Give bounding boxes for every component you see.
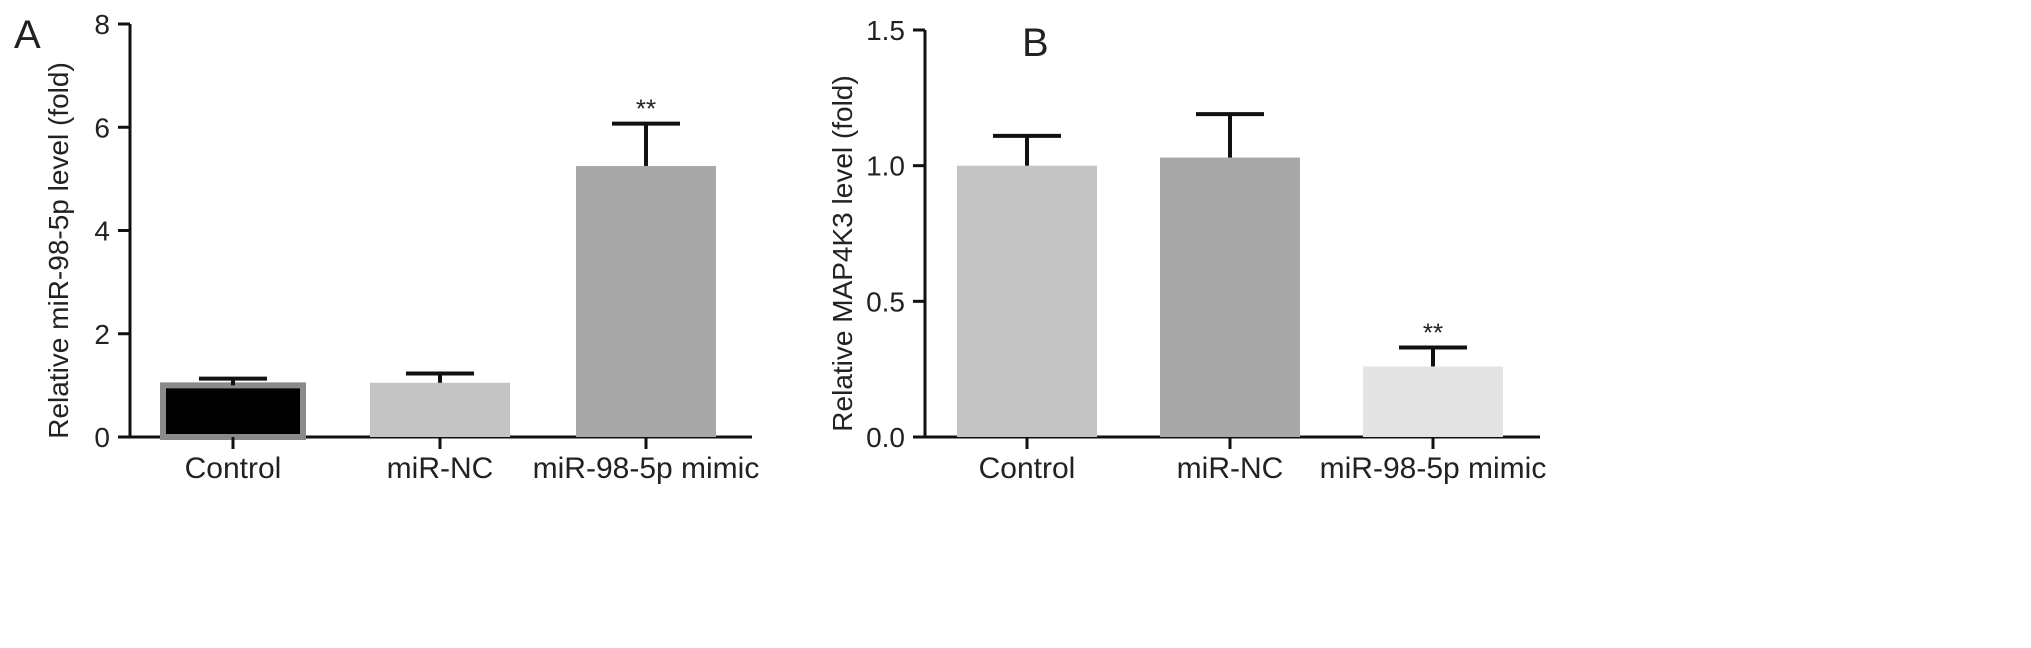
bar-control (160, 382, 306, 440)
y-tick-label: 1.0 (866, 151, 905, 182)
y-axis-title: Relative miR-98-5p level (fold) (43, 62, 74, 439)
y-tick-label: 4 (94, 216, 110, 247)
y-axis-title: Relative MAP4K3 level (fold) (827, 75, 858, 431)
category-label: miR-NC (1177, 452, 1284, 485)
y-tick-label: 8 (94, 9, 110, 40)
bar-mir-98-5p-mimic (1363, 366, 1503, 437)
panel-letter-b: B (1022, 21, 1049, 65)
significance-marker: ** (636, 94, 656, 124)
y-tick-label: 2 (94, 319, 110, 350)
category-label: Control (979, 452, 1076, 485)
y-tick-label: 6 (94, 112, 110, 143)
bar-control (957, 165, 1097, 437)
panel-letter-a: A (14, 13, 41, 57)
bar-mir-nc (1160, 157, 1300, 437)
significance-marker: ** (1423, 317, 1443, 347)
y-tick-label: 1.5 (866, 15, 905, 46)
y-tick-label: 0.5 (866, 286, 905, 317)
category-label: miR-98-5p mimic (1320, 452, 1547, 485)
y-tick-label: 0 (94, 422, 110, 453)
bar-mir-98-5p-mimic (576, 165, 716, 437)
y-tick-label: 0.0 (866, 422, 905, 453)
category-label: miR-98-5p mimic (533, 452, 760, 485)
bar-mir-nc (370, 382, 510, 437)
category-label: miR-NC (387, 452, 494, 485)
category-label: Control (185, 452, 282, 485)
